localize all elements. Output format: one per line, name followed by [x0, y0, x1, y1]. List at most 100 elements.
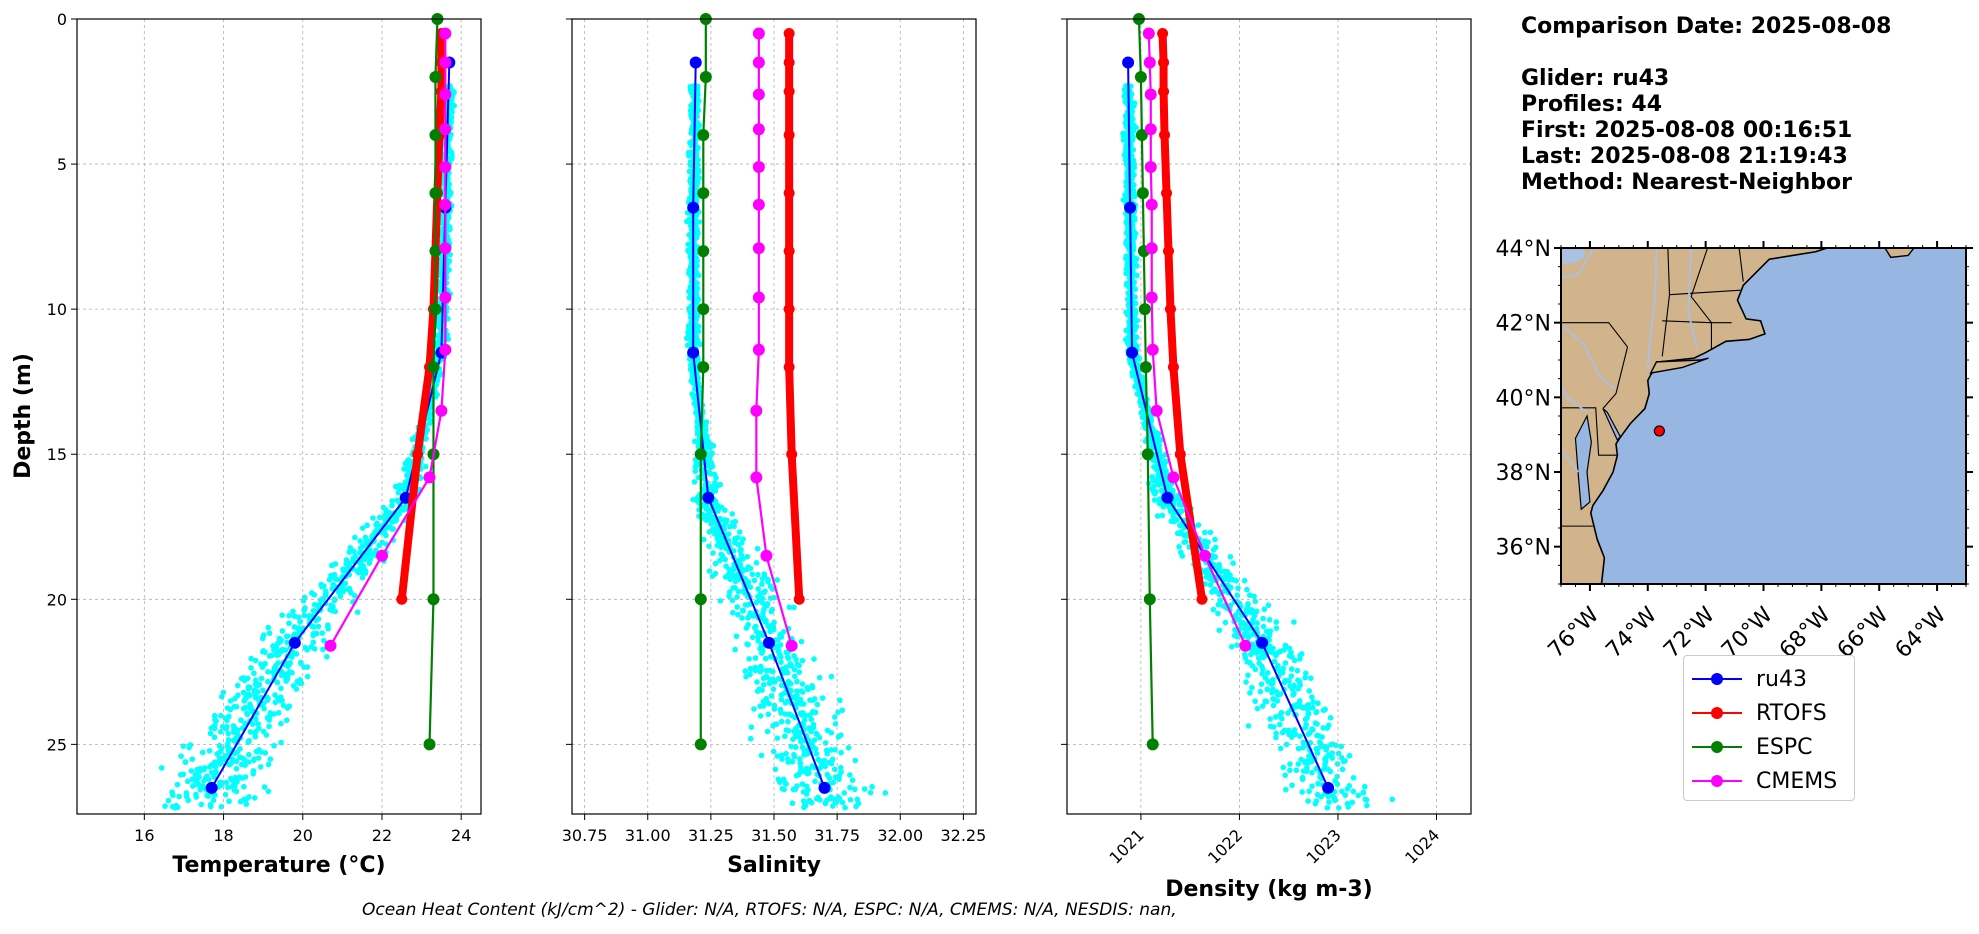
- scatter-point: [344, 559, 351, 566]
- scatter-point: [691, 479, 698, 485]
- river: [1561, 446, 1580, 473]
- scatter-point: [1315, 700, 1321, 707]
- scatter-point: [1274, 698, 1281, 704]
- scatter-point: [692, 468, 699, 474]
- scatter-point: [194, 780, 201, 787]
- scatter-point: [284, 705, 291, 711]
- scatter-point: [231, 782, 237, 789]
- scatter-point: [1389, 796, 1396, 803]
- scatter-point: [199, 749, 206, 756]
- scatter-point: [256, 681, 263, 688]
- scatter-point: [389, 518, 396, 525]
- scatter-point: [1322, 758, 1329, 765]
- river: [1646, 248, 1658, 372]
- scatter-point: [1128, 131, 1135, 137]
- legend-label: CMEMS: [1756, 768, 1838, 794]
- scatter-point: [1217, 597, 1223, 604]
- scatter-point: [791, 753, 798, 760]
- scatter-point: [233, 788, 240, 795]
- series-point-RTOFS: [783, 245, 795, 257]
- scatter-point: [697, 341, 704, 348]
- scatter-point: [782, 733, 788, 740]
- scatter-point: [1328, 741, 1334, 748]
- scatter-point: [734, 594, 740, 600]
- scatter-point: [1305, 731, 1312, 737]
- scatter-point: [778, 659, 784, 665]
- scatter-point: [331, 597, 338, 604]
- series-point-ESPC: [697, 129, 710, 142]
- scatter-point: [222, 791, 229, 798]
- x-tick-label: 31.00: [625, 826, 671, 845]
- series-point-CMEMS: [1198, 549, 1211, 562]
- scatter-point: [286, 612, 292, 619]
- series-point-CMEMS: [1146, 343, 1159, 356]
- scatter-point: [747, 610, 754, 616]
- scatter-point: [828, 760, 835, 767]
- scatter-point: [1120, 130, 1126, 137]
- scatter-point: [1212, 536, 1218, 543]
- series-point-ESPC: [697, 187, 710, 200]
- series-point-CMEMS: [439, 88, 452, 101]
- scatter-point: [1291, 619, 1297, 625]
- scatter-point: [261, 784, 268, 790]
- scatter-point: [1177, 522, 1183, 529]
- scatter-point: [770, 676, 776, 683]
- scatter-point: [268, 652, 275, 659]
- scatter-point: [784, 698, 791, 704]
- scatter-point: [796, 669, 803, 675]
- scatter-point: [238, 717, 244, 723]
- scatter-point: [1269, 676, 1276, 683]
- scatter-point: [233, 703, 240, 710]
- long-island: [1649, 357, 1709, 375]
- x-tick-label: 1022: [1204, 825, 1246, 867]
- legend-swatch: [1692, 771, 1742, 791]
- scatter-point: [278, 720, 284, 727]
- scatter-point: [782, 711, 789, 717]
- legend-swatch: [1692, 703, 1742, 723]
- scatter-point: [1156, 442, 1163, 449]
- river: [1687, 248, 1698, 350]
- scatter-point: [1266, 631, 1273, 638]
- scatter-point: [1291, 727, 1298, 733]
- scatter-point: [727, 523, 733, 530]
- legend-item-ESPC: ESPC: [1684, 730, 1854, 764]
- scatter-point: [760, 610, 766, 616]
- scatter-point: [1260, 623, 1267, 630]
- scatter-point: [251, 670, 257, 677]
- scatter-point: [770, 686, 777, 692]
- scatter-point: [753, 559, 760, 566]
- scatter-point: [445, 236, 452, 243]
- scatter-point: [732, 578, 739, 585]
- scatter-point: [1269, 689, 1275, 696]
- scatter-point: [694, 176, 701, 183]
- lon-tick-label: 74°W: [1601, 602, 1662, 663]
- scatter-point: [686, 294, 693, 301]
- scatter-point: [212, 770, 219, 776]
- scatter-point: [751, 706, 757, 712]
- scatter-point: [392, 483, 399, 490]
- scatter-point: [735, 558, 742, 565]
- scatter-point: [315, 623, 322, 630]
- scatter-point: [1273, 619, 1280, 625]
- y-tick-label: 10: [47, 300, 67, 319]
- scatter-point: [373, 547, 379, 554]
- scatter-point: [1218, 568, 1224, 575]
- scatter-point: [794, 692, 800, 699]
- scatter-point: [370, 515, 376, 521]
- scatter-point: [813, 730, 819, 737]
- scatter-point: [743, 673, 749, 680]
- series-point-ru43: [1161, 491, 1174, 504]
- glider-position-marker: [1653, 425, 1665, 437]
- scatter-point: [765, 711, 772, 718]
- series-point-CMEMS: [750, 404, 763, 417]
- scatter-point: [1339, 766, 1346, 773]
- scatter-point: [252, 733, 259, 740]
- scatter-point: [265, 678, 271, 685]
- scatter-point: [265, 788, 272, 795]
- scatter-point: [854, 796, 861, 803]
- x-tick-label: 31.50: [751, 826, 797, 845]
- scatter-point: [217, 760, 224, 767]
- scatter-point: [193, 794, 200, 800]
- scatter-point: [796, 662, 802, 669]
- scatter-point: [705, 515, 712, 521]
